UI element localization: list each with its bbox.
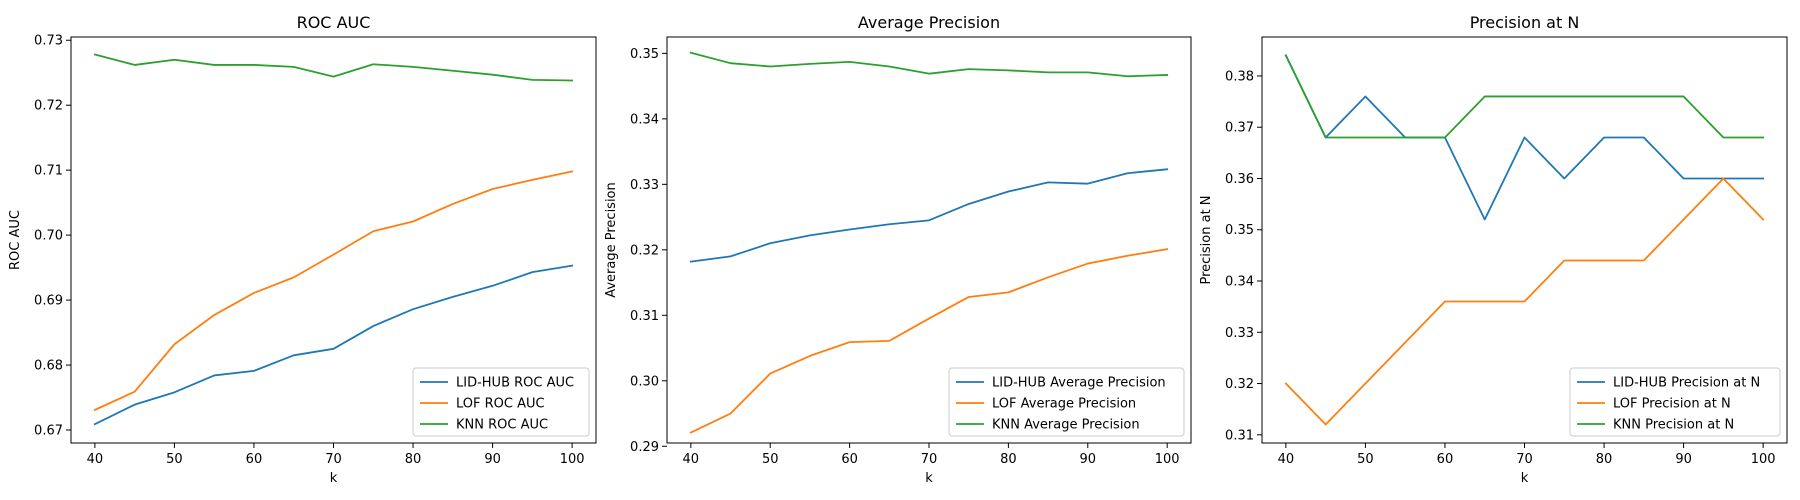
x-tick-label: 70 [325, 452, 342, 467]
x-tick-label: 50 [762, 452, 779, 467]
y-tick-label: 0.34 [1225, 275, 1254, 290]
y-tick-label: 0.32 [1225, 377, 1254, 392]
x-tick-label: 60 [841, 452, 858, 467]
y-tick-label: 0.36 [1225, 172, 1254, 187]
y-tick-label: 0.33 [630, 178, 659, 193]
y-tick-label: 0.70 [34, 229, 63, 244]
x-tick-label: 70 [921, 452, 938, 467]
x-tick-label: 60 [1437, 452, 1454, 467]
y-tick-label: 0.68 [34, 359, 63, 374]
x-axis-label: k [925, 471, 933, 486]
y-tick-label: 0.30 [630, 374, 659, 389]
legend-box [948, 367, 1185, 437]
y-tick-label: 0.29 [630, 440, 659, 455]
x-axis-label: k [1521, 471, 1529, 486]
y-tick-label: 0.34 [630, 112, 659, 127]
x-tick-label: 90 [484, 452, 501, 467]
y-tick-label: 0.73 [34, 34, 63, 49]
x-axis-label: k [330, 471, 338, 486]
y-tick-label: 0.35 [1225, 223, 1254, 238]
legend-label: KNN ROC AUC [456, 418, 548, 433]
legend-label: KNN Average Precision [992, 418, 1140, 433]
legend-box [412, 367, 590, 437]
x-tick-label: 100 [560, 452, 585, 467]
y-tick-label: 0.31 [630, 309, 659, 324]
x-tick-label: 80 [405, 452, 422, 467]
series-line [689, 168, 1169, 263]
legend: LID-HUB ROC AUC LOF ROC AUC KNN ROC AUC [412, 367, 590, 437]
legend-box [1569, 367, 1781, 437]
y-tick-label: 0.69 [34, 294, 63, 309]
y-tick-label: 0.32 [630, 243, 659, 258]
x-tick-label: 80 [1596, 452, 1613, 467]
series-line [1284, 54, 1765, 139]
x-tick-label: 40 [1278, 452, 1295, 467]
y-axis-label: Precision at N [1199, 195, 1214, 284]
legend: LID-HUB Precision at N LOF Precision at N… [1569, 367, 1781, 437]
chart-title: Precision at N [1470, 13, 1580, 32]
y-tick-label: 0.67 [34, 424, 63, 439]
legend-label: LOF Average Precision [992, 397, 1136, 412]
x-tick-label: 90 [1080, 452, 1097, 467]
series-line [93, 53, 574, 82]
y-tick-label: 0.38 [1225, 69, 1254, 84]
y-tick-label: 0.35 [630, 47, 659, 62]
x-tick-label: 100 [1155, 452, 1180, 467]
legend-label: LID-HUB Precision at N [1613, 376, 1760, 391]
x-tick-label: 70 [1516, 452, 1533, 467]
y-tick-label: 0.72 [34, 99, 63, 114]
legend-label: LOF ROC AUC [456, 397, 545, 412]
series-line [93, 170, 574, 412]
series-line [1284, 54, 1765, 221]
legend-label: KNN Precision at N [1613, 418, 1734, 433]
series-line [93, 264, 574, 426]
chart-panel-1: 40 50 60 70 80 90 100 0.67 0.68 0.69 0.70 0.71 0.72 0… [8, 13, 597, 486]
series-line [689, 248, 1169, 434]
legend-label: LOF Precision at N [1613, 397, 1731, 412]
x-tick-label: 80 [1000, 452, 1017, 467]
chart-title: ROC AUC [297, 13, 371, 32]
legend-label: LID-HUB Average Precision [992, 376, 1166, 391]
x-tick-label: 100 [1751, 452, 1776, 467]
y-axis-label: ROC AUC [8, 210, 23, 270]
y-tick-label: 0.37 [1225, 121, 1254, 136]
legend-label: LID-HUB ROC AUC [456, 376, 574, 391]
series-line [689, 51, 1169, 78]
y-tick-label: 0.33 [1225, 326, 1254, 341]
x-tick-label: 40 [683, 452, 700, 467]
chart-title: Average Precision [858, 13, 1000, 32]
y-tick-label: 0.71 [34, 164, 63, 179]
series-line [1284, 177, 1765, 426]
chart-panel-3: 40 50 60 70 80 90 100 0.31 0.32 0.33 0.34 0.35 0.36 0… [1199, 13, 1788, 486]
x-tick-label: 40 [87, 452, 104, 467]
x-tick-label: 50 [1357, 452, 1374, 467]
x-tick-label: 90 [1675, 452, 1692, 467]
legend: LID-HUB Average Precision LOF Average Pre… [948, 367, 1185, 437]
y-axis-label: Average Precision [604, 182, 619, 298]
x-tick-label: 50 [166, 452, 183, 467]
chart-panel-2: 40 50 60 70 80 90 100 0.29 0.30 0.31 0.32 0.33 0.34 0… [604, 13, 1192, 486]
x-tick-label: 60 [246, 452, 263, 467]
y-tick-label: 0.31 [1225, 428, 1254, 443]
